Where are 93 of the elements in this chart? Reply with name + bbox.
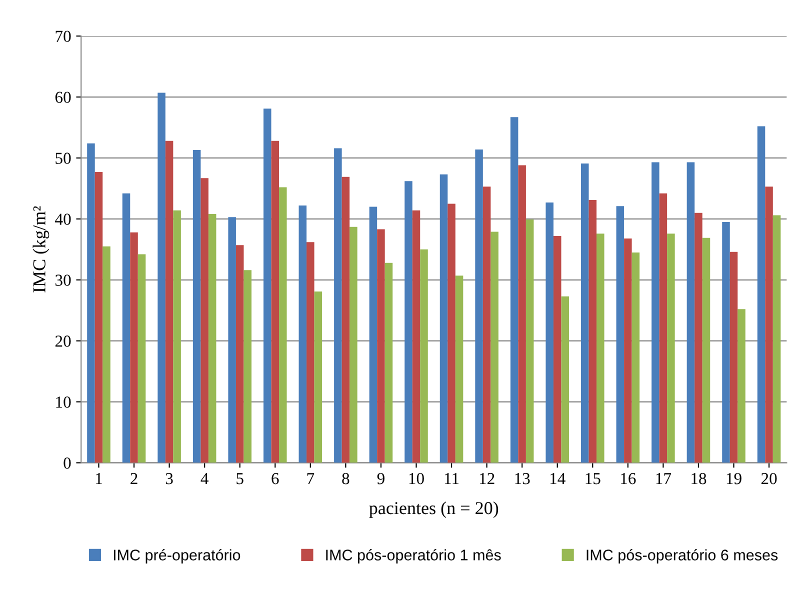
x-tick-label: 7 [307, 473, 314, 484]
legend-label: IMC pós-operatório 1 mês [326, 549, 501, 564]
x-tick-label: 6 [272, 473, 279, 484]
bar [553, 236, 562, 463]
bar [87, 143, 95, 463]
bar [659, 193, 668, 463]
y-tick-label: 0 [64, 457, 71, 469]
bar [130, 232, 138, 463]
bar [208, 214, 216, 463]
x-tick-label: 18 [692, 472, 706, 484]
bar [694, 212, 702, 463]
bar [173, 210, 181, 463]
bar [490, 232, 498, 463]
bar [200, 178, 208, 463]
y-axis-title: IMC (kg/m² [32, 206, 50, 292]
y-tick-label: 40 [55, 214, 71, 225]
bar [384, 262, 393, 463]
bar [475, 149, 483, 463]
bar [420, 249, 428, 463]
bar [482, 186, 491, 463]
bar [652, 162, 660, 463]
bar [158, 92, 166, 463]
x-tick-label: 8 [342, 472, 350, 484]
bar [350, 226, 358, 463]
bar [122, 193, 130, 463]
x-tick-label: 12 [480, 473, 494, 484]
bar [377, 229, 385, 463]
x-tick-label: 2 [130, 473, 138, 484]
bar [165, 140, 174, 463]
bar [279, 187, 287, 463]
bar [314, 291, 322, 463]
legend-label: IMC pós-operatório 6 meses [586, 549, 778, 564]
bar [546, 202, 554, 463]
bar [702, 238, 710, 463]
bar [510, 117, 518, 463]
y-tick-label: 20 [55, 336, 71, 347]
bar [730, 252, 738, 463]
bar [765, 186, 773, 463]
x-tick-label: 15 [586, 473, 600, 484]
bar [757, 126, 766, 463]
bar [306, 242, 314, 463]
x-tick-label: 11 [444, 473, 459, 484]
bar [596, 234, 604, 463]
x-axis-title: pacientes (n = 20) [369, 501, 498, 518]
y-tick-label: 70 [56, 30, 71, 42]
x-tick-label: 1 [96, 473, 102, 484]
x-tick-label: 16 [621, 473, 636, 484]
bar [334, 148, 342, 463]
bar [616, 206, 624, 463]
bar [561, 296, 569, 463]
bar [138, 254, 146, 463]
bar [404, 181, 412, 463]
bar [588, 200, 597, 463]
y-tick-label: 50 [56, 152, 71, 164]
bar [412, 210, 420, 463]
bar [772, 215, 781, 463]
x-tick-label: 4 [200, 473, 208, 484]
bar [236, 245, 244, 463]
bar [455, 276, 464, 463]
x-tick-label: 13 [515, 473, 530, 484]
bar [632, 252, 640, 463]
bar [94, 172, 103, 463]
y-tick-label: 30 [56, 274, 71, 286]
x-tick-label: 3 [166, 473, 173, 484]
bar [369, 206, 378, 463]
x-tick-label: 19 [726, 473, 742, 484]
bar [102, 246, 110, 463]
x-tick-label: 20 [761, 472, 777, 484]
bar [526, 220, 534, 463]
bar [298, 206, 307, 463]
bar [440, 174, 448, 463]
x-tick-label: 9 [377, 473, 384, 484]
bar [448, 204, 456, 463]
bar [738, 309, 746, 463]
bar [624, 238, 632, 463]
legend-label: IMC pré-operatório [114, 549, 240, 564]
bar [192, 150, 201, 463]
bar [667, 234, 675, 463]
bar [244, 270, 252, 463]
bar [263, 108, 272, 463]
bar [722, 222, 730, 463]
x-tick-label: 10 [409, 472, 424, 484]
x-tick-label: 5 [236, 473, 244, 484]
x-tick-label: 14 [550, 473, 566, 484]
bar [342, 176, 350, 463]
y-tick-label: 10 [56, 396, 71, 408]
y-tick-label: 60 [55, 92, 71, 103]
bar [518, 165, 526, 463]
bar [580, 163, 589, 463]
bar [271, 140, 280, 463]
bar [686, 162, 695, 463]
bar [228, 217, 236, 463]
x-tick-label: 17 [656, 473, 672, 484]
